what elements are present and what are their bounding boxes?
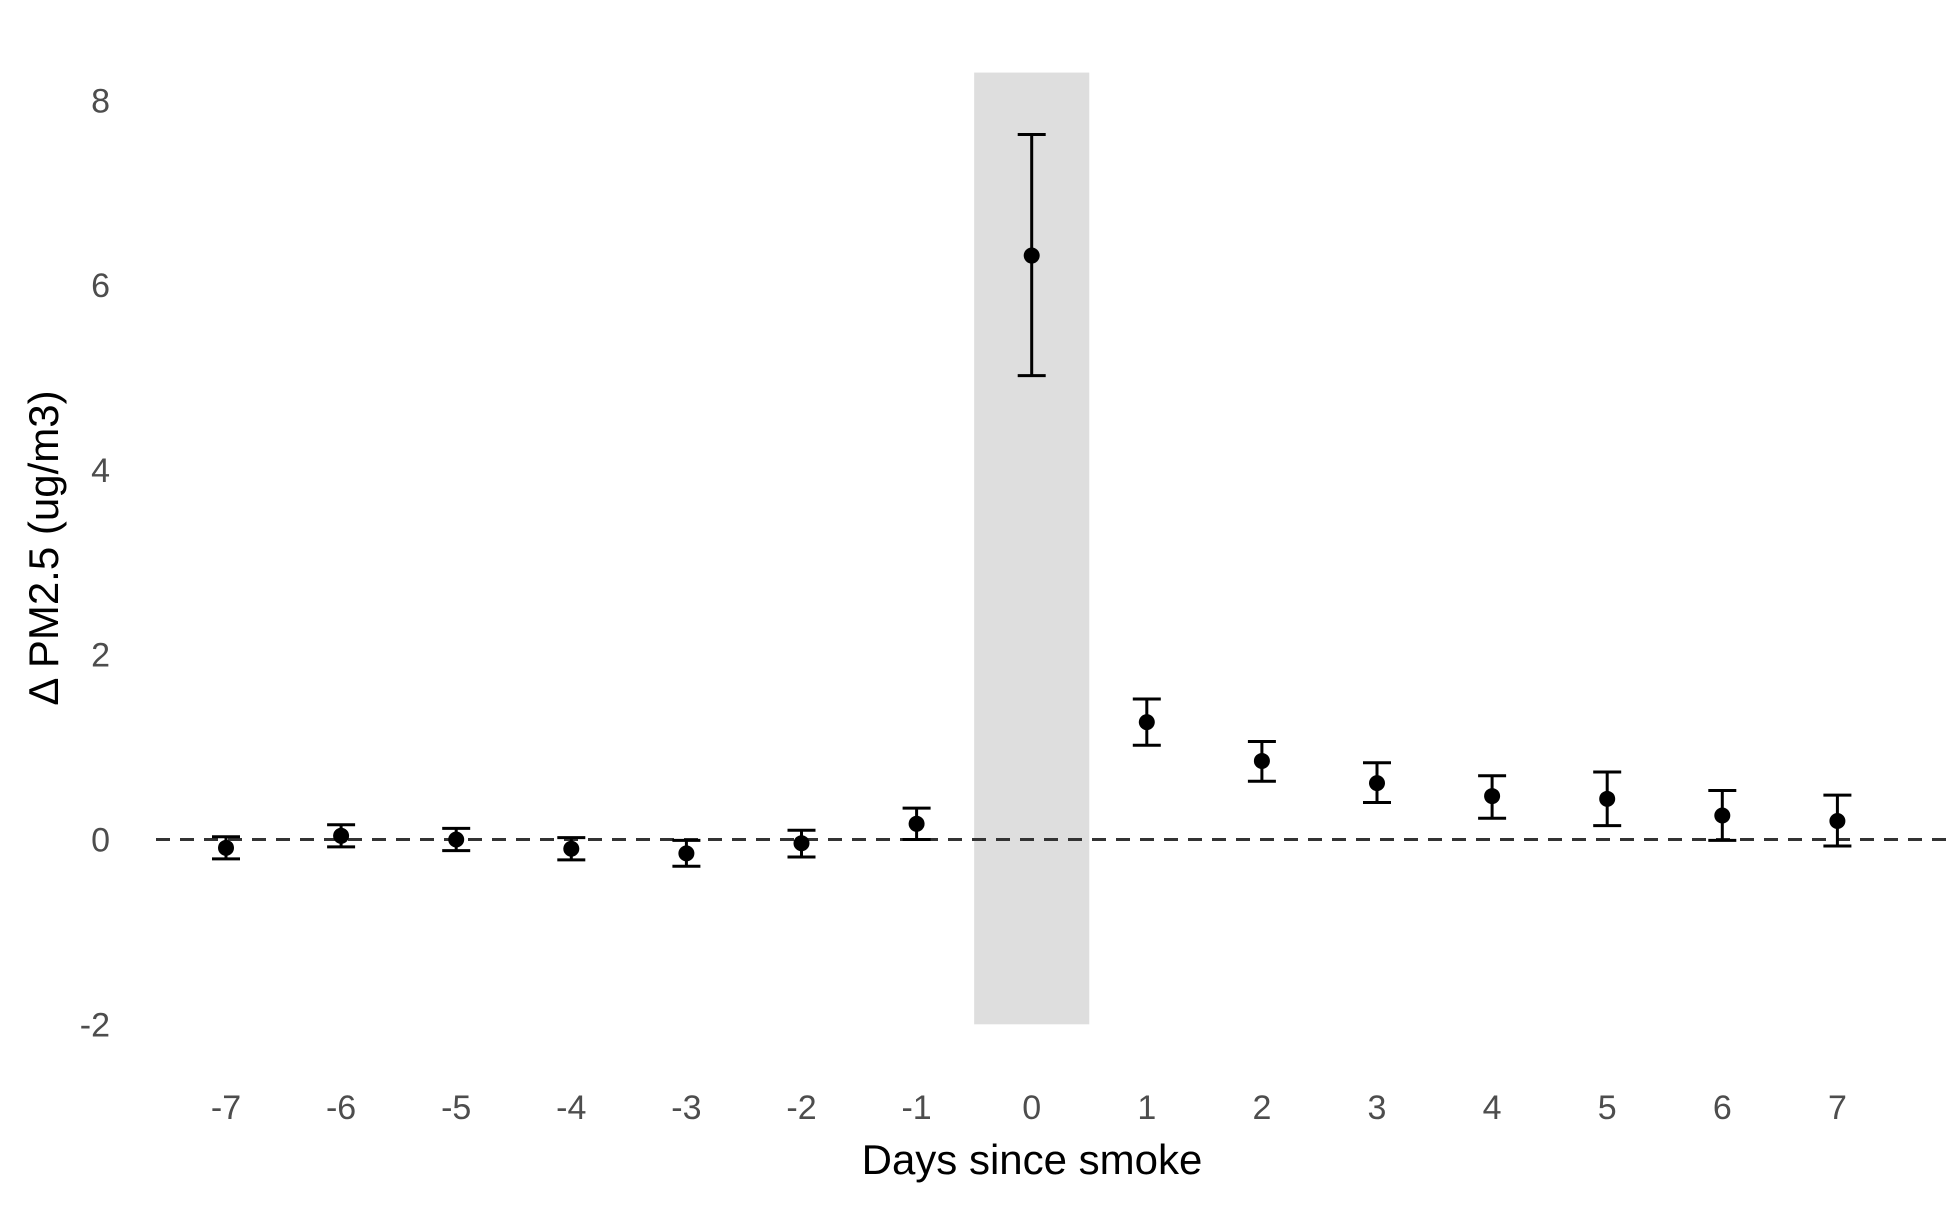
- y-tick-label: 8: [91, 82, 110, 120]
- x-tick-label: 1: [1137, 1089, 1156, 1127]
- y-tick-label: 0: [91, 822, 110, 860]
- data-point: [1714, 807, 1731, 824]
- y-axis-title: Δ PM2.5 (ug/m3): [20, 390, 67, 705]
- x-tick-label: 7: [1828, 1089, 1847, 1127]
- data-point: [1369, 775, 1385, 792]
- data-point: [908, 815, 925, 832]
- data-point: [448, 831, 465, 848]
- x-tick-label: 4: [1483, 1089, 1502, 1127]
- data-point: [793, 835, 810, 852]
- data-point: [1023, 247, 1040, 264]
- x-tick-label: -6: [326, 1089, 356, 1127]
- data-point: [1138, 714, 1155, 731]
- x-tick-label: -5: [441, 1089, 471, 1127]
- x-tick-label: 0: [1022, 1089, 1041, 1127]
- data-point: [333, 827, 350, 844]
- x-axis-title: Days since smoke: [862, 1136, 1203, 1183]
- x-tick-label: -2: [786, 1089, 816, 1127]
- y-tick-labels: -2 0 2 4 6 8: [80, 82, 110, 1044]
- data-point: [1484, 788, 1501, 805]
- x-tick-label: -7: [211, 1089, 241, 1127]
- data-point: [1599, 790, 1616, 807]
- x-tick-label: 5: [1598, 1089, 1617, 1127]
- data-point: [1253, 752, 1270, 769]
- data-point: [563, 840, 580, 857]
- x-tick-label: 2: [1252, 1089, 1271, 1127]
- y-tick-label: -2: [80, 1006, 110, 1044]
- data-point: [1829, 813, 1846, 830]
- data-point: [678, 845, 695, 862]
- y-tick-label: 4: [91, 452, 110, 490]
- x-tick-labels: -7 -6 -5 -4 -3 -2 -1 0 1 2 3 4 5 6 7: [211, 1089, 1847, 1127]
- data-point: [218, 839, 234, 856]
- point-layer: [218, 247, 1846, 862]
- x-tick-label: 3: [1368, 1089, 1387, 1127]
- x-tick-label: -1: [901, 1089, 931, 1127]
- x-tick-label: -3: [671, 1089, 701, 1127]
- y-tick-label: 6: [91, 267, 110, 305]
- x-tick-label: 6: [1713, 1089, 1732, 1127]
- x-tick-label: -4: [556, 1089, 586, 1127]
- y-tick-label: 2: [91, 637, 110, 675]
